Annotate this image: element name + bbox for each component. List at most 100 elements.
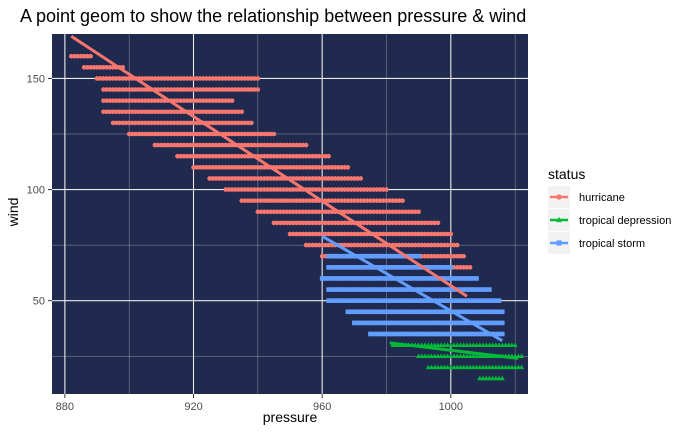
data-point: [397, 320, 402, 326]
data-point: [445, 287, 450, 292]
data-point: [400, 220, 405, 226]
data-point: [223, 76, 228, 81]
data-point: [261, 198, 267, 203]
data-point: [425, 353, 431, 359]
data-point: [171, 120, 177, 126]
data-point: [194, 142, 200, 148]
data-point: [438, 342, 444, 347]
data-point: [191, 165, 196, 170]
data-point: [448, 265, 454, 270]
data-point: [368, 209, 373, 215]
data-point: [213, 165, 219, 170]
data-point: [345, 298, 351, 303]
data-point: [274, 220, 280, 226]
data-point: [339, 165, 344, 170]
data-point: [470, 353, 476, 359]
data-point: [374, 276, 380, 281]
data-point: [271, 220, 277, 226]
data-point: [181, 87, 187, 92]
data-point: [458, 309, 463, 315]
data-point: [467, 298, 473, 303]
data-point: [416, 209, 421, 215]
data-point: [400, 242, 405, 248]
data-point: [419, 309, 425, 315]
data-point: [220, 98, 225, 103]
data-point: [352, 231, 357, 237]
data-point: [438, 331, 444, 337]
data-point: [393, 309, 399, 315]
data-point: [126, 76, 132, 81]
data-point: [300, 198, 306, 203]
data-point: [390, 331, 396, 337]
data-point: [265, 209, 270, 215]
data-point: [249, 142, 254, 148]
data-point: [152, 142, 158, 148]
data-point: [297, 142, 302, 148]
data-point: [384, 309, 389, 315]
data-point: [493, 342, 499, 347]
data-point: [310, 187, 315, 192]
data-point: [342, 298, 347, 303]
data-point: [200, 165, 206, 170]
data-point: [480, 309, 486, 315]
data-point: [326, 209, 331, 215]
y-tick-label: 150: [27, 73, 45, 85]
data-point: [268, 209, 274, 215]
data-point: [175, 131, 180, 137]
data-point: [352, 209, 357, 215]
data-point: [435, 242, 441, 248]
data-point: [306, 198, 312, 203]
data-point: [429, 276, 434, 281]
data-point: [361, 276, 367, 281]
data-point: [107, 87, 113, 92]
data-point: [345, 253, 351, 259]
data-point: [474, 320, 479, 326]
data-point: [419, 276, 425, 281]
data-point: [303, 176, 309, 181]
data-point: [165, 109, 171, 115]
data-point: [194, 76, 200, 81]
data-point: [332, 253, 338, 259]
data-point: [210, 176, 216, 181]
data-point: [390, 209, 396, 215]
data-point: [371, 298, 376, 303]
data-point: [345, 287, 351, 292]
data-point: [152, 76, 158, 81]
data-point: [377, 276, 383, 281]
data-point: [233, 109, 238, 115]
data-point: [133, 87, 138, 92]
data-point: [397, 231, 402, 237]
data-point: [397, 287, 402, 292]
data-point: [348, 176, 354, 181]
data-point: [368, 298, 373, 303]
data-point: [178, 98, 183, 103]
data-point: [348, 276, 354, 281]
data-point: [419, 242, 425, 248]
data-point: [442, 242, 447, 248]
data-point: [329, 165, 335, 170]
data-point: [271, 187, 277, 192]
data-point: [290, 142, 296, 148]
data-point: [477, 309, 483, 315]
data-point: [400, 287, 405, 292]
data-point: [467, 342, 473, 347]
data-point: [335, 198, 341, 203]
data-point: [387, 276, 393, 281]
data-point: [400, 276, 405, 281]
data-point: [287, 209, 293, 215]
data-point: [432, 331, 438, 337]
data-point: [204, 142, 209, 148]
data-point: [358, 176, 364, 181]
data-point: [438, 353, 444, 359]
data-point: [461, 342, 467, 347]
data-point: [226, 131, 232, 137]
data-point: [110, 109, 116, 115]
data-point: [133, 109, 138, 115]
data-point: [329, 176, 335, 181]
data-point: [355, 176, 360, 181]
data-point: [403, 220, 409, 226]
data-point: [368, 198, 373, 203]
data-point: [364, 276, 370, 281]
data-point: [168, 120, 174, 126]
data-point: [448, 242, 454, 248]
